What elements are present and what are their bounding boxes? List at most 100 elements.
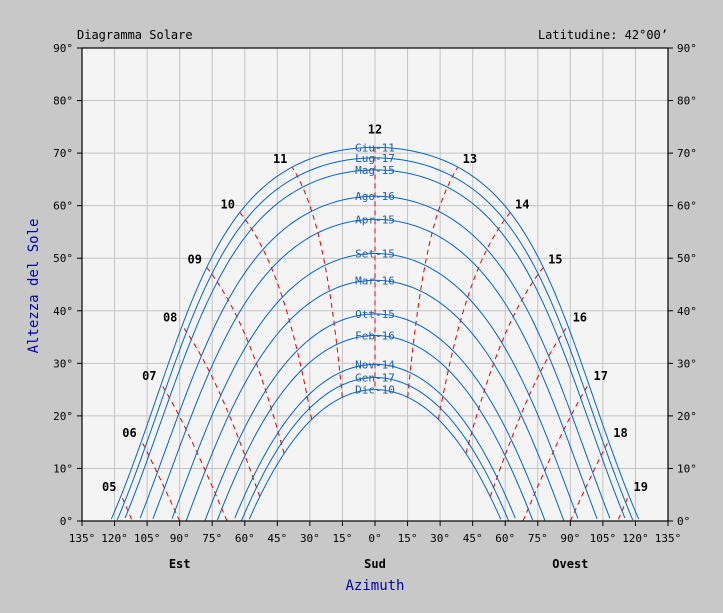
x-tick-label: 60° — [235, 532, 255, 545]
chart-title: Diagramma Solare — [77, 28, 193, 42]
hour-label: 11 — [273, 152, 287, 166]
date-lines — [110, 146, 640, 522]
hour-label: 16 — [573, 311, 587, 325]
y-tick-label: 70° — [53, 147, 73, 160]
grid — [82, 48, 668, 521]
date-label: Mar-16 — [355, 274, 395, 287]
y-tick-label: 60° — [53, 200, 73, 213]
latitude-label: Latitudine: 42°00’ — [538, 28, 668, 42]
x-tick-label: 60° — [495, 532, 515, 545]
x-tick-label: 15° — [333, 532, 353, 545]
date-line — [185, 279, 565, 522]
hour-label: 15 — [548, 253, 562, 267]
date-line — [241, 377, 509, 521]
hour-line — [407, 167, 458, 398]
date-line — [124, 169, 626, 519]
date-line — [171, 252, 579, 519]
x-tick-label: 135° — [655, 532, 682, 545]
date-label: Ott-15 — [355, 308, 395, 321]
x-tick-label: 90° — [170, 532, 190, 545]
date-line — [116, 157, 634, 521]
x-tick-label: 45° — [463, 532, 483, 545]
date-line — [216, 334, 534, 521]
hour-label: 06 — [122, 426, 136, 440]
hour-label: 12 — [368, 122, 382, 136]
x-tick-label: 120° — [622, 532, 649, 545]
y-tick-label: 90° — [53, 42, 73, 55]
hour-label: 07 — [142, 369, 156, 383]
date-label: Feb-16 — [355, 329, 395, 342]
x-tick-label: 120° — [101, 532, 128, 545]
date-label: Lug-17 — [355, 152, 395, 165]
x-tick-label: 90° — [560, 532, 580, 545]
y-tick-label: 50° — [53, 252, 73, 265]
hour-line — [239, 212, 313, 420]
x-tick-label: 45° — [267, 532, 287, 545]
x-tick-label: 15° — [398, 532, 418, 545]
hour-lines — [120, 147, 630, 522]
x-tick-label: 0° — [368, 532, 381, 545]
y-tick-label: 20° — [53, 410, 73, 423]
y-tick-label-right: 60° — [677, 200, 697, 213]
hour-label: 19 — [634, 480, 648, 494]
date-line — [248, 389, 502, 520]
curve-labels: 05 06 07 08 09 10 11 12 13 14 15 16 17 18 19 Giu-11Lug-… — [102, 122, 648, 494]
axis-ticks: 135° 120° 105° 90° 75° 60° 45° 30° 15° 0° 15° 30° 45… — [53, 42, 697, 571]
direction-label: Sud — [364, 557, 386, 571]
y-tick-label: 0° — [60, 515, 73, 528]
y-tick-label: 80° — [53, 95, 73, 108]
date-line — [139, 195, 611, 519]
x-tick-label: 75° — [202, 532, 222, 545]
x-tick-label: 105° — [590, 532, 617, 545]
y-tick-label-right: 30° — [677, 357, 697, 370]
x-tick-label: 105° — [134, 532, 161, 545]
direction-label: Est — [169, 557, 191, 571]
direction-label: Ovest — [552, 557, 588, 571]
date-line — [110, 146, 640, 520]
y-tick-label: 10° — [53, 462, 73, 475]
y-tick-label-right: 90° — [677, 42, 697, 55]
hour-label: 08 — [163, 311, 177, 325]
date-line — [204, 313, 546, 521]
date-label: Nov-14 — [355, 358, 395, 371]
x-tick-label: 75° — [528, 532, 548, 545]
hour-label: 10 — [221, 197, 235, 211]
hour-line — [206, 267, 285, 454]
hour-line — [292, 167, 343, 398]
hour-label: 17 — [593, 369, 607, 383]
hour-line — [141, 441, 181, 522]
hour-line — [617, 495, 630, 520]
x-tick-label: 30° — [430, 532, 450, 545]
y-tick-label-right: 10° — [677, 462, 697, 475]
date-label: Gen-17 — [355, 372, 395, 385]
hour-line — [120, 495, 133, 520]
hour-line — [465, 267, 544, 454]
y-tick-label-right: 50° — [677, 252, 697, 265]
date-label: Ago-16 — [355, 190, 395, 203]
date-line — [152, 218, 598, 519]
date-label: Giu-11 — [355, 141, 395, 154]
hour-line — [161, 384, 228, 522]
x-axis-title: Azimuth — [345, 578, 404, 594]
date-label: Set-15 — [355, 247, 395, 260]
y-tick-label: 40° — [53, 305, 73, 318]
y-tick-label-right: 20° — [677, 410, 697, 423]
hour-line — [437, 212, 511, 420]
date-label: Dic-10 — [355, 384, 395, 397]
y-tick-label-right: 70° — [677, 147, 697, 160]
hour-line — [522, 384, 589, 522]
y-tick-label-right: 0° — [677, 515, 690, 528]
date-label: Mag-15 — [355, 164, 395, 177]
hour-label: 18 — [613, 426, 627, 440]
hour-line — [569, 441, 609, 522]
hour-label: 05 — [102, 480, 116, 494]
y-tick-label: 30° — [53, 357, 73, 370]
hour-label: 14 — [515, 197, 529, 211]
hour-label: 13 — [463, 152, 477, 166]
y-tick-label-right: 80° — [677, 95, 697, 108]
hour-label: 09 — [187, 253, 201, 267]
date-label: Apr-15 — [355, 213, 395, 226]
x-tick-label: 30° — [300, 532, 320, 545]
y-tick-label-right: 40° — [677, 305, 697, 318]
